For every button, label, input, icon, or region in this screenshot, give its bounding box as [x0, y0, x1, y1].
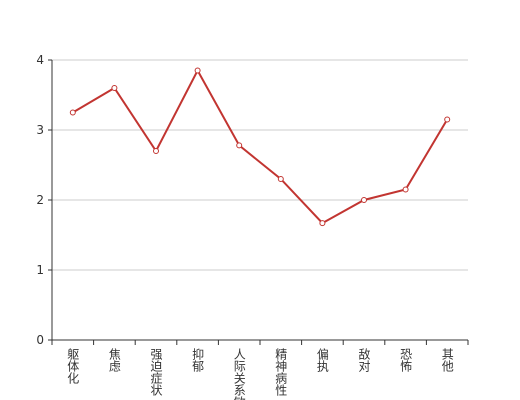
- x-tick-label: 恐怖: [399, 348, 413, 372]
- x-tick-label: 精神病性: [274, 348, 288, 397]
- y-tick-label: 1: [36, 263, 44, 277]
- x-tick-label: 偏执: [315, 347, 329, 373]
- point: [153, 148, 159, 154]
- y-tick-label: 0: [36, 333, 44, 347]
- point: [194, 67, 201, 74]
- point: [444, 116, 451, 123]
- x-tick-label: 躯体化: [66, 347, 80, 385]
- point: [69, 109, 76, 116]
- point: [236, 142, 243, 149]
- y-tick-label: 2: [36, 193, 44, 207]
- point: [319, 220, 326, 227]
- x-tick-label: 敌对: [357, 347, 371, 372]
- x-tick-label: 人际关系敏感: [232, 348, 246, 400]
- point: [277, 176, 284, 182]
- y-tick-label: 3: [36, 123, 44, 137]
- x-tick-label: 其他: [440, 348, 454, 372]
- point: [361, 197, 367, 203]
- y-tick-label: 4: [36, 53, 44, 67]
- x-tick-label: 抑郁: [191, 347, 205, 373]
- point: [402, 186, 409, 193]
- line: [72, 68, 449, 225]
- point: [111, 85, 118, 91]
- x-tick-label: 焦虑: [107, 348, 121, 372]
- x-tick-label: 强迫症状: [149, 348, 163, 396]
